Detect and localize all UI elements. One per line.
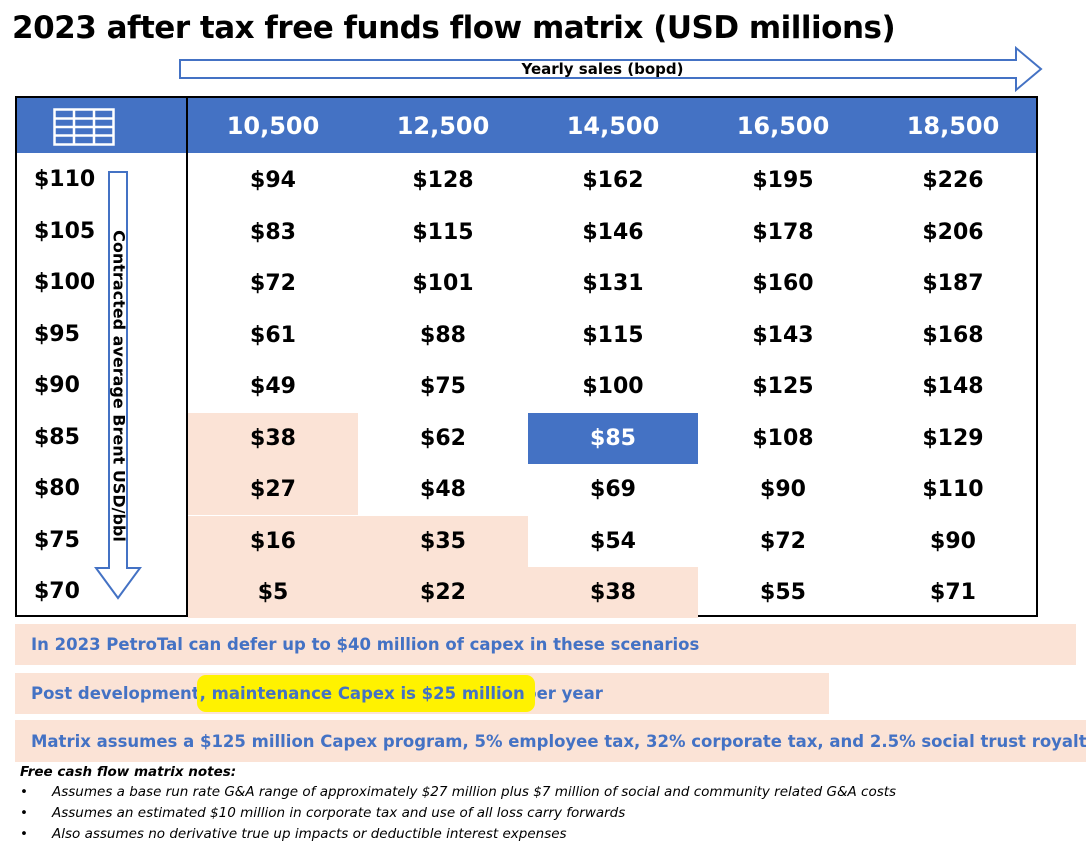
matrix-cell: $5 <box>188 567 358 618</box>
matrix-cell: $55 <box>760 580 806 605</box>
row-label: $95 <box>34 321 80 347</box>
table-grid-icon <box>53 108 115 146</box>
yellow-highlight: , maintenance Capex is $25 million <box>196 675 535 712</box>
matrix-cell: $110 <box>922 477 984 502</box>
matrix-cell: $72 <box>250 271 296 296</box>
brent-axis-arrow <box>94 171 142 600</box>
row-label: $90 <box>34 373 80 398</box>
funds-flow-matrix: $94 $128 $162 $195 $226 $83 $115 $146 $178 $206 $7… <box>15 96 1038 618</box>
matrix-cell: $38 <box>188 412 358 464</box>
matrix-assumptions-note: Matrix assumes a $125 million Capex prog… <box>15 720 1086 762</box>
matrix-cell: $35 <box>358 515 528 567</box>
row-label-divider <box>186 98 188 615</box>
bullet-icon: • <box>20 805 28 821</box>
matrix-cell: $62 <box>420 425 466 451</box>
matrix-cell: $131 <box>582 271 644 296</box>
sales-axis-label: Yearly sales (bopd) <box>521 60 684 78</box>
footnote-item: • Assumes an estimated $10 million in cor… <box>20 805 896 826</box>
matrix-cell: $129 <box>922 425 984 451</box>
matrix-cell: $101 <box>412 271 474 296</box>
maintenance-note-highlight: , maintenance Capex is $25 million <box>199 684 525 703</box>
footnote-item: • Also assumes no derivative true up impa… <box>20 826 896 847</box>
matrix-cell: $90 <box>760 477 806 502</box>
footnote-text: Also assumes no derivative true up impac… <box>52 826 567 842</box>
matrix-cell: $100 <box>582 374 644 399</box>
matrix-cell: $168 <box>922 322 984 348</box>
matrix-cell: $75 <box>420 374 466 399</box>
matrix-cell: $16 <box>188 515 358 567</box>
capex-defer-note-text: In 2023 PetroTal can defer up to $40 mil… <box>31 635 700 654</box>
maintenance-note-suffix: per year <box>524 684 603 703</box>
row-label: $105 <box>34 218 96 244</box>
matrix-cell: $69 <box>590 477 636 502</box>
matrix-cell: $128 <box>412 168 474 193</box>
matrix-cell: $88 <box>420 322 466 348</box>
matrix-cell: $48 <box>420 477 466 502</box>
matrix-cell: $72 <box>760 528 806 554</box>
matrix-cell: $27 <box>188 464 358 515</box>
brent-axis-label: Contracted average Brent USD/bbl <box>109 230 129 542</box>
footnote-item: • Assumes a base run rate G&A range of ap… <box>20 784 896 805</box>
page-title: 2023 after tax free funds flow matrix (U… <box>12 10 896 46</box>
matrix-cell: $195 <box>752 168 814 193</box>
matrix-cell: $54 <box>590 528 636 554</box>
matrix-cell: $22 <box>358 567 528 618</box>
sales-axis-arrow <box>179 46 1043 92</box>
matrix-cell: $143 <box>752 322 814 348</box>
row-label: $100 <box>34 270 96 295</box>
matrix-cell: $148 <box>922 374 984 399</box>
matrix-cell: $226 <box>922 168 984 193</box>
matrix-cell: $162 <box>582 168 644 193</box>
matrix-cell: $146 <box>582 219 644 245</box>
column-header: 14,500 <box>566 112 660 140</box>
matrix-cell: $187 <box>922 271 984 296</box>
row-label: $110 <box>34 167 96 192</box>
column-header: 16,500 <box>736 112 830 140</box>
matrix-cell: $206 <box>922 219 984 245</box>
row-label: $70 <box>34 579 80 604</box>
maintenance-capex-note: Post development , maintenance Capex is … <box>15 673 829 714</box>
matrix-cell: $49 <box>250 374 296 399</box>
row-label: $80 <box>34 476 80 501</box>
row-label: $75 <box>34 527 80 553</box>
matrix-cell: $108 <box>752 425 814 451</box>
highlighted-cell: $85 <box>528 412 698 464</box>
row-label: $85 <box>34 424 80 450</box>
matrix-cell: $115 <box>412 219 474 245</box>
matrix-cell: $94 <box>250 168 296 193</box>
column-header: 12,500 <box>396 112 490 140</box>
matrix-cell: $178 <box>752 219 814 245</box>
bullet-icon: • <box>20 826 28 842</box>
footnote-text: Assumes a base run rate G&A range of app… <box>52 784 897 800</box>
matrix-cell: $115 <box>582 322 644 348</box>
matrix-cell: $125 <box>752 374 814 399</box>
footnotes-list: • Assumes a base run rate G&A range of ap… <box>20 784 896 847</box>
matrix-assumptions-text: Matrix assumes a $125 million Capex prog… <box>31 731 1086 751</box>
bullet-icon: • <box>20 784 28 800</box>
footnote-text: Assumes an estimated $10 million in corp… <box>52 805 626 821</box>
column-header: 18,500 <box>906 112 1000 140</box>
matrix-cell: $38 <box>528 567 698 618</box>
matrix-cell: $71 <box>930 580 976 605</box>
capex-defer-note: In 2023 PetroTal can defer up to $40 mil… <box>15 624 1076 665</box>
matrix-cell: $61 <box>250 322 296 348</box>
matrix-cell: $90 <box>930 528 976 554</box>
footnotes-title: Free cash flow matrix notes: <box>20 764 237 780</box>
column-header: 10,500 <box>226 112 320 140</box>
matrix-cell: $160 <box>752 271 814 296</box>
maintenance-note-prefix: Post development <box>31 684 200 703</box>
matrix-cell: $83 <box>250 219 296 245</box>
